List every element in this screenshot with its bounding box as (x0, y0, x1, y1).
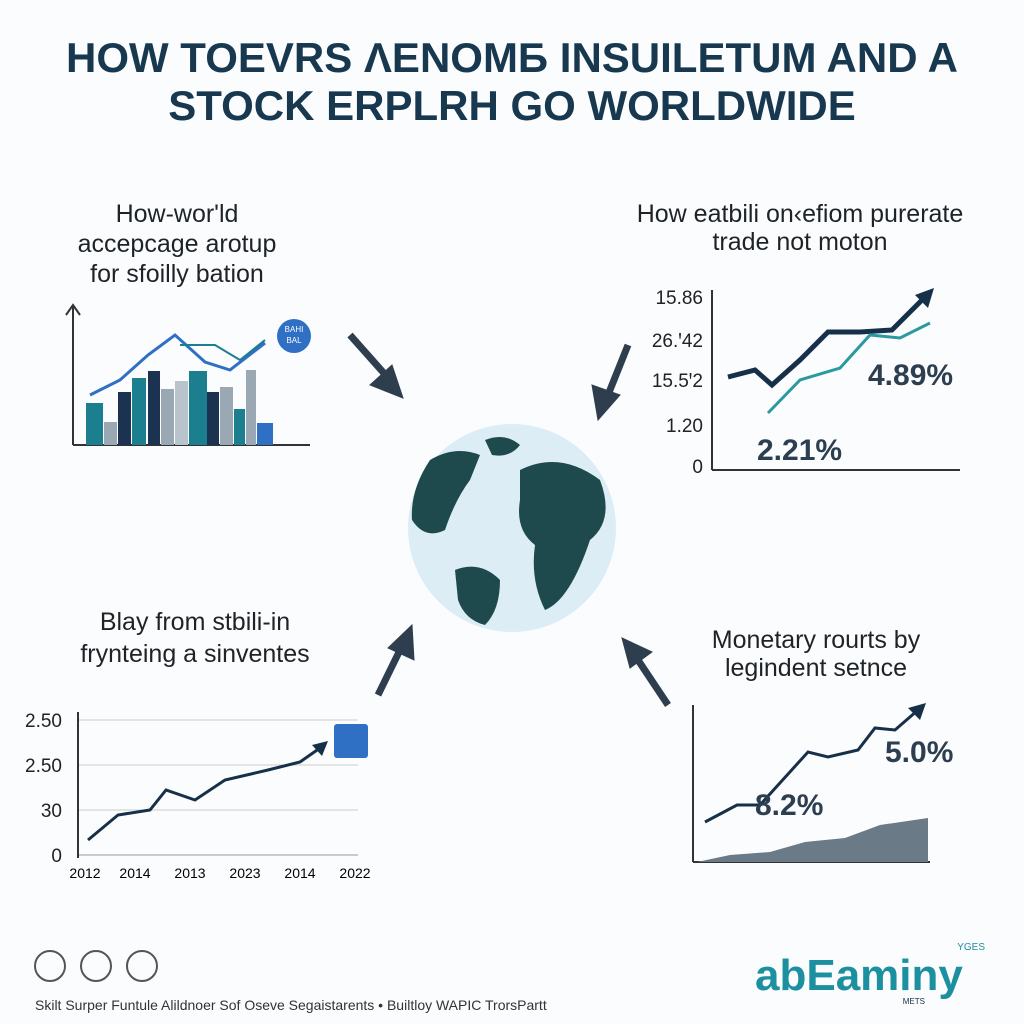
heading: frynteing a sinventes (80, 640, 309, 668)
value-label: 2.21% (757, 434, 842, 467)
brand: abEaminy (755, 951, 963, 1000)
x-label: 2014 (119, 865, 150, 881)
area-chart-illustration: 5.0% 8.2% (692, 703, 953, 863)
heading: legindent setnce (725, 654, 907, 682)
x-label: 2014 (284, 865, 315, 881)
brand-top: YGES (957, 942, 985, 953)
heading: accepcage arotup (78, 230, 277, 258)
tick-label: 15.5ꞌ2 (652, 371, 703, 392)
tick-label: 2.50 (25, 711, 62, 732)
tick-label: 15.86 (655, 288, 703, 309)
value-label: 8.2% (755, 789, 823, 822)
heading: How-wor'ld (116, 200, 239, 228)
title: STOCK ERPLRH GO WORLDWIDE (168, 82, 856, 129)
bar-chart-illustration: BAHI BAL (65, 303, 311, 446)
value-label: 4.89% (868, 359, 953, 392)
x-label: 2012 (69, 865, 100, 881)
arrows (347, 332, 671, 707)
x-label: 2023 (229, 865, 260, 881)
badge-text: BAL (286, 336, 302, 345)
heading: How eatbili on‹efiom purerate (637, 200, 964, 228)
brand-bottom: METS (903, 997, 925, 1006)
value-label: 5.0% (885, 736, 953, 769)
globe (408, 424, 616, 632)
x-label: 2022 (339, 865, 370, 881)
tick-label: 0 (692, 457, 703, 478)
x-label: 2013 (174, 865, 205, 881)
heading: trade not moton (712, 228, 887, 256)
heading: for sfoilly bation (90, 260, 264, 288)
tick-label: 1.20 (666, 416, 703, 437)
line-chart-illustration: 2.50 2.50 30 0 2012 2014 2013 2023 2014 … (25, 711, 371, 881)
tick-label: 2.50 (25, 756, 62, 777)
heading: Blay from stbili-in (100, 608, 290, 636)
heading: Monetary rourts by (712, 626, 921, 654)
badge-text: BAHI (285, 325, 304, 334)
line-chart-illustration: 15.86 26.ꞌ42 15.5ꞌ2 1.20 0 4.89% 2.21% (652, 288, 960, 478)
footer-text: Skilt Surper Funtule Alildnoer Sof Osеve… (35, 997, 547, 1013)
tick-label: 0 (51, 846, 62, 867)
tick-label: 30 (41, 801, 62, 822)
title: HOW TOEVRS ΛENOMБ INSUILЕTUM AND A (66, 34, 958, 81)
tick-label: 26.ꞌ42 (652, 331, 703, 352)
footer-icons (34, 950, 158, 982)
